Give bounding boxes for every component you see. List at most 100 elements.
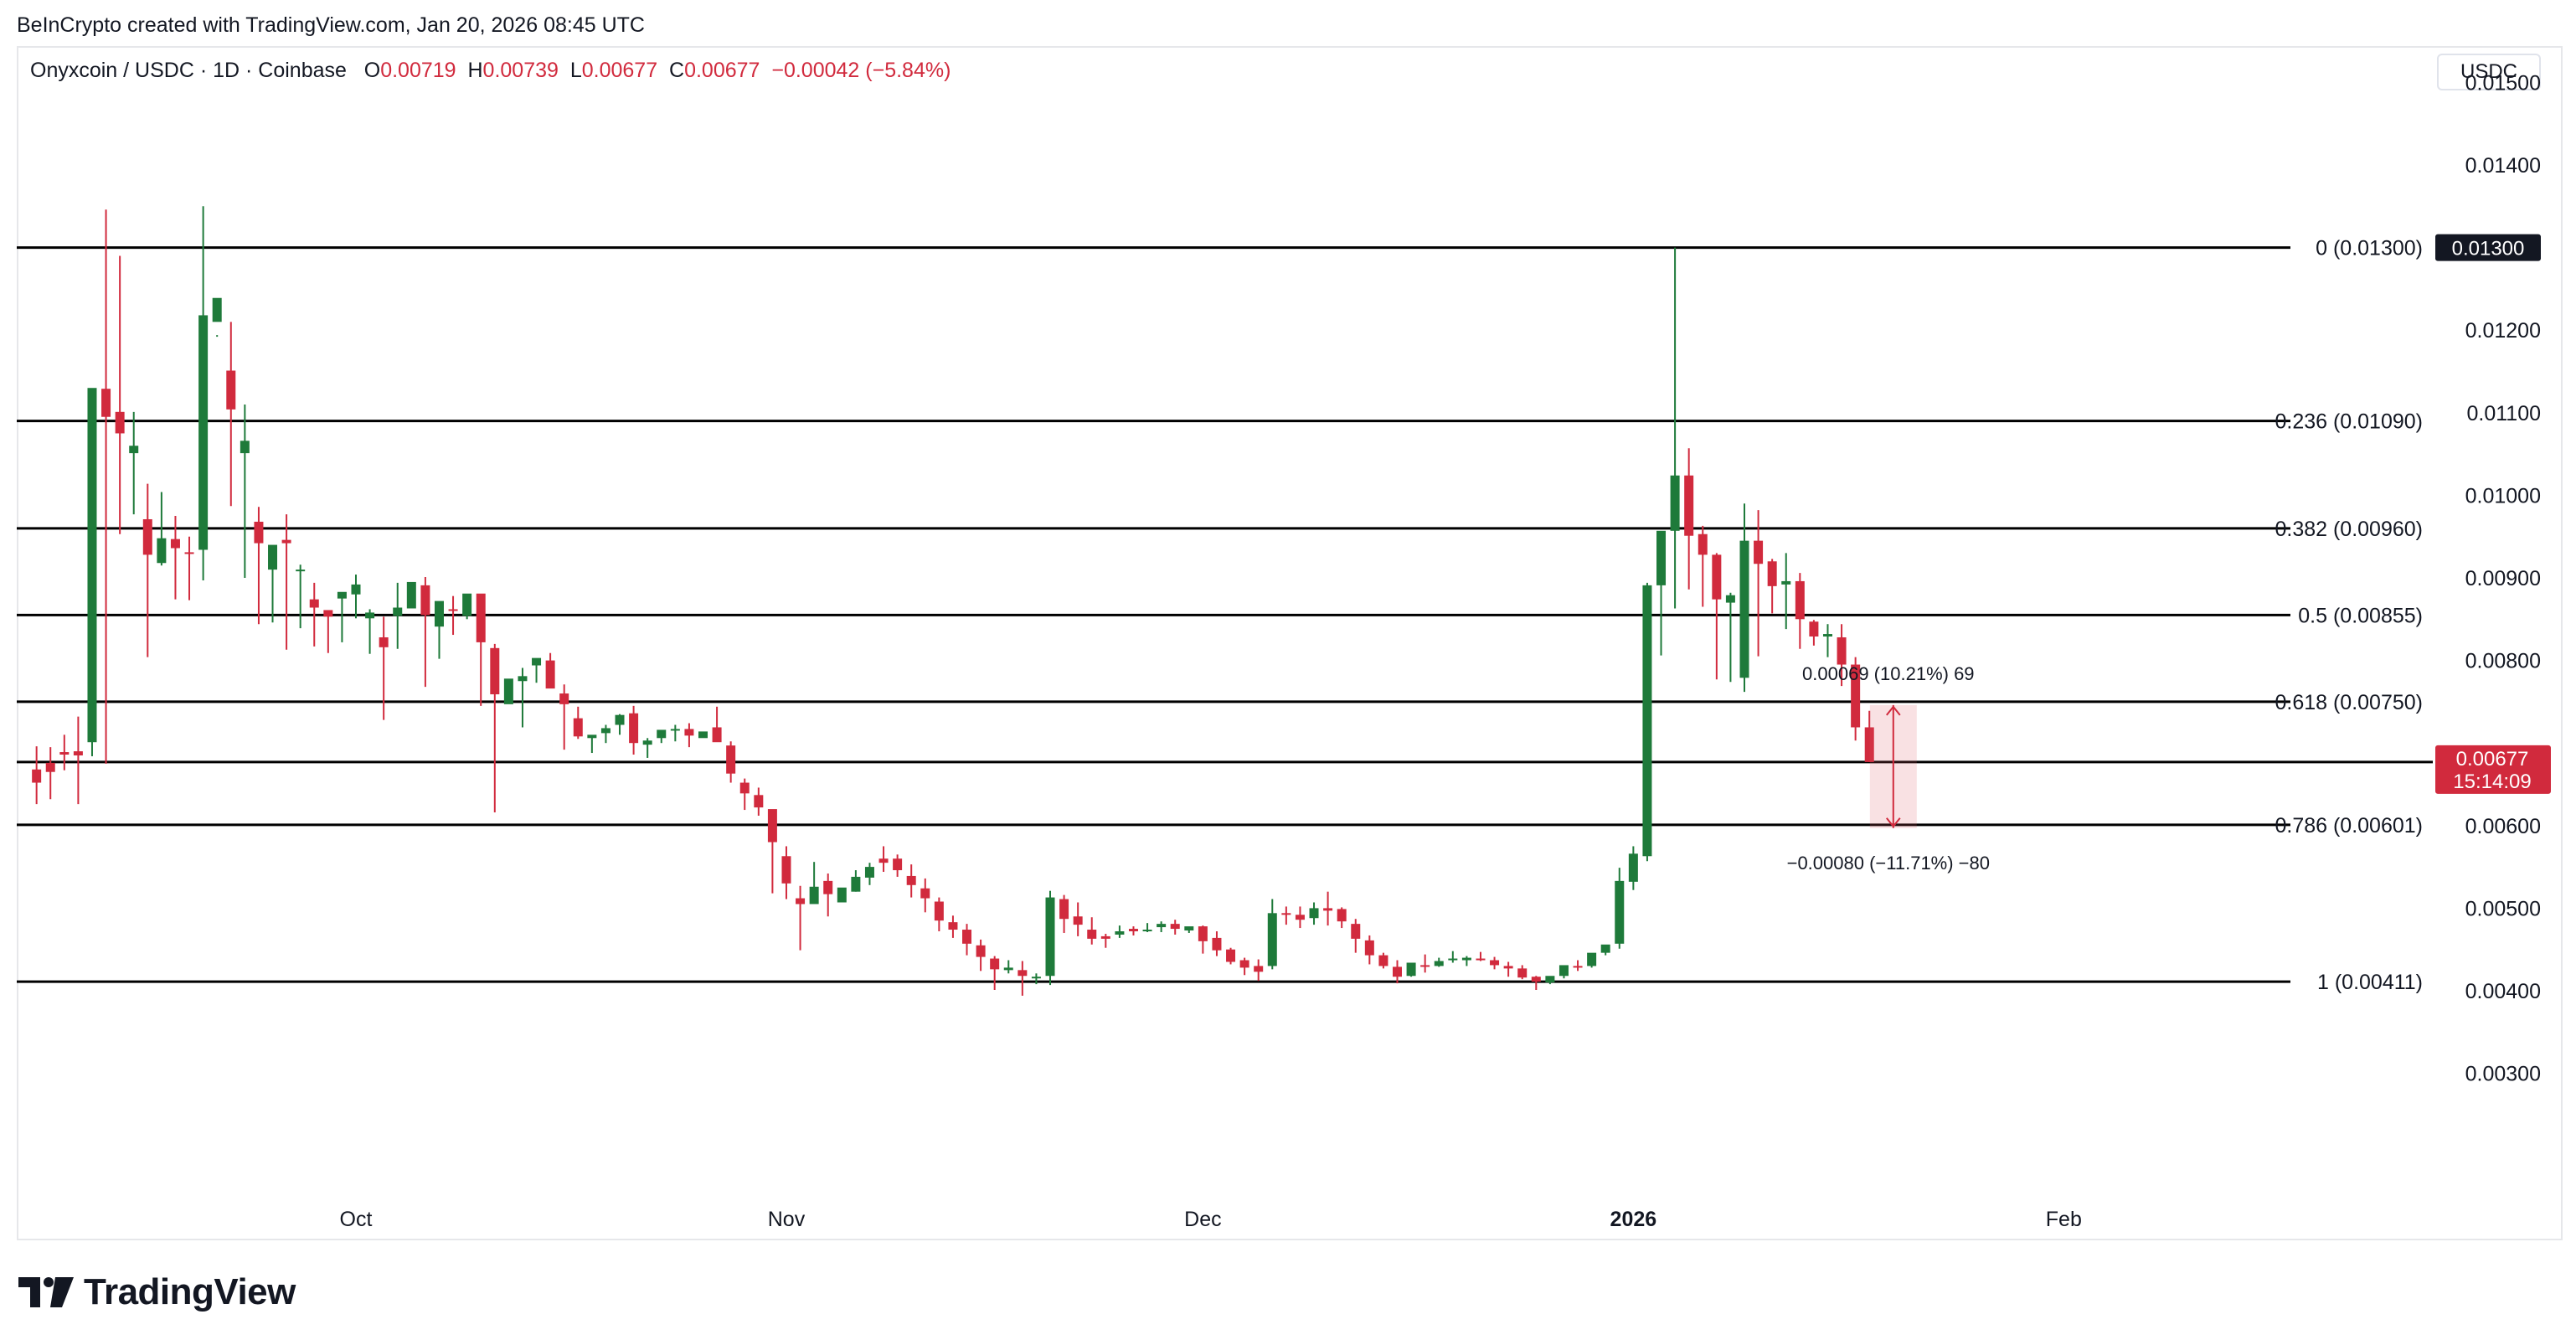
candle [1337, 907, 1347, 929]
candle-body [1087, 930, 1097, 939]
candle [420, 577, 430, 688]
candle [87, 388, 97, 756]
candle-body [1351, 924, 1361, 939]
candle-body [1712, 554, 1722, 600]
candle-body [739, 782, 750, 794]
candle-body [87, 388, 97, 743]
candle-body [212, 297, 222, 322]
candle [129, 411, 139, 515]
candle [1378, 952, 1388, 969]
candle-body [1517, 968, 1528, 978]
candle-body [864, 867, 874, 878]
price-badge-red-timer: 15:14:09 [2453, 770, 2531, 793]
y-tick-label: 0.00900 [2465, 567, 2541, 590]
candle [32, 746, 42, 805]
candle [157, 492, 167, 566]
chart-frame [17, 46, 2563, 1240]
candle-body [309, 599, 319, 608]
candle [170, 516, 180, 600]
candle-body [296, 570, 306, 572]
candle-body [1226, 949, 1236, 962]
candle-body [642, 740, 652, 745]
range-measure-up-label: 0.00069 (10.21%) 69 [1802, 663, 1975, 684]
candle [739, 778, 750, 811]
candle-body [1018, 970, 1028, 977]
candle-body [1851, 664, 1861, 728]
candle [198, 206, 209, 580]
candle [518, 667, 528, 728]
symbol-legend: Onyxcoin / USDC · 1D · Coinbase O0.00719… [30, 59, 951, 83]
candle-body [1100, 935, 1110, 939]
candle-body [406, 581, 416, 609]
candle [1476, 951, 1486, 961]
candle [1600, 944, 1610, 956]
candle [726, 741, 736, 783]
candle-body [851, 876, 861, 892]
fib-label-3: 0.5 (0.00855) [2298, 604, 2423, 627]
legend-low-label: L [569, 59, 582, 82]
candle-body [1587, 952, 1597, 966]
fib-label-0: 0 (0.01300) [2316, 237, 2423, 260]
y-tick-label: 0.00300 [2465, 1063, 2541, 1086]
y-tick-label: 0.00800 [2465, 650, 2541, 673]
candle-body [365, 612, 375, 619]
candle-body [1364, 940, 1374, 956]
candle-body [1684, 475, 1694, 536]
candle [532, 657, 542, 683]
candle [1364, 935, 1374, 965]
candle-body [1420, 965, 1430, 967]
candle-body [1767, 561, 1777, 586]
candle [587, 734, 597, 754]
candle-body [1170, 924, 1180, 930]
fib-label-1: 0.236 (0.01090) [2275, 410, 2423, 434]
candle-body [254, 521, 264, 544]
candle [642, 738, 652, 758]
y-tick-label: 0.00400 [2465, 980, 2541, 1003]
candle-body [629, 713, 639, 744]
fib-label-6: 1 (0.00411) [2317, 971, 2423, 994]
candle-body [420, 585, 430, 616]
fib-label-4: 0.618 (0.00750) [2275, 691, 2423, 714]
candle [754, 787, 764, 816]
legend-close-value: 0.00677 [684, 59, 760, 82]
candle [670, 724, 680, 742]
candle-body [1739, 540, 1749, 678]
candle [1031, 973, 1041, 985]
legend-open-label: O [363, 59, 381, 82]
candle-body [490, 647, 500, 695]
candle-body [878, 858, 889, 863]
candle-body [462, 593, 472, 616]
candle-body [268, 544, 278, 570]
candle-body [1573, 966, 1583, 968]
legend-symbol[interactable]: Onyxcoin / USDC · 1D · Coinbase [30, 59, 347, 82]
candle-body [1281, 913, 1291, 915]
x-tick-label-3: 2026 [1610, 1208, 1657, 1231]
candle-body [1406, 962, 1416, 977]
candle-body [796, 898, 806, 904]
candle-body [1295, 915, 1305, 920]
candle [1642, 582, 1652, 862]
candle-body [323, 610, 333, 617]
candle-body [393, 607, 403, 616]
candle-body [1184, 926, 1194, 931]
candle-body [198, 315, 209, 550]
currency-button[interactable]: USDC [2437, 54, 2541, 90]
candle-body [962, 930, 972, 944]
candle-body [1476, 958, 1486, 961]
candle-body [1781, 580, 1791, 585]
candle [545, 652, 555, 689]
candle-body [59, 752, 70, 755]
price-badge-red-price: 0.00677 [2456, 748, 2529, 770]
candle [1754, 510, 1764, 657]
tradingview-logo[interactable]: TradingView [18, 1271, 296, 1313]
candle [796, 885, 806, 951]
candle-body [712, 727, 722, 743]
candle-body [1157, 924, 1167, 928]
candle-body [1822, 634, 1832, 637]
candle-body [1615, 880, 1625, 944]
candle [1837, 624, 1847, 687]
y-tick-label: 0.01000 [2465, 484, 2541, 508]
candle [990, 956, 1000, 991]
candle [365, 609, 375, 654]
